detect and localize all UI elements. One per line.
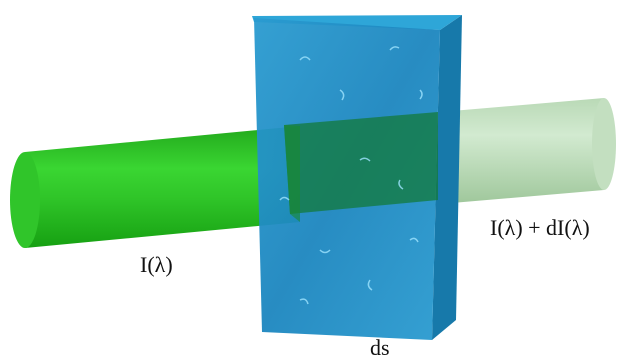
incident-label: I(λ) — [140, 252, 173, 277]
transmitted-beam — [440, 98, 616, 204]
medium-box — [252, 15, 462, 340]
page: {"labels": {"incident": "I(λ)", "transmi… — [0, 0, 624, 363]
transmitted-label: I(λ) + dI(λ) — [490, 215, 590, 240]
incident-beam — [10, 126, 300, 248]
thickness-label: ds — [370, 335, 390, 360]
diagram: I(λ) I(λ) + dI(λ) ds — [0, 0, 624, 363]
